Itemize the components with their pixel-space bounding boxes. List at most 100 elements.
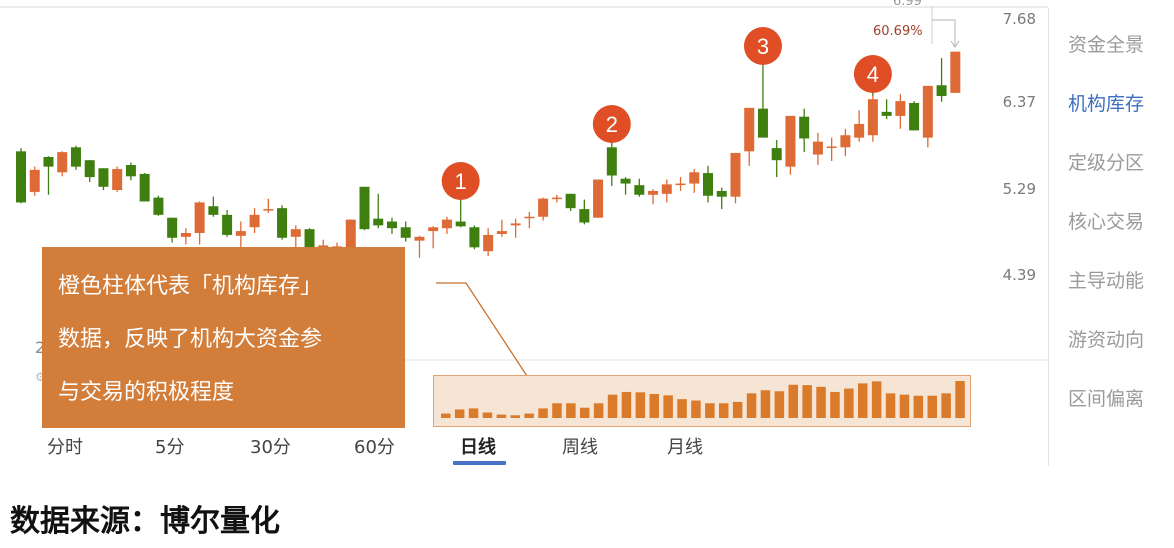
sidebar-item-dominant-momentum[interactable]: 主导动能 (1068, 270, 1145, 292)
candle-body (235, 231, 246, 236)
candle-body (29, 169, 40, 192)
candle-body (593, 179, 604, 218)
explanation-tooltip: 橙色柱体代表「机构库存」 数据，反映了机构大资金参 与交易的积极程度 (42, 247, 405, 428)
candle-body (194, 202, 205, 233)
candle-body (551, 197, 562, 200)
sidebar-item-range-deviation[interactable]: 区间偏离 (1068, 388, 1145, 410)
candle (16, 148, 26, 204)
inventory-bar (732, 401, 743, 418)
candle (785, 115, 796, 175)
annotation-arrow (931, 6, 960, 48)
candle (359, 186, 370, 231)
candle-body (606, 147, 617, 176)
tab-30min[interactable]: 30分 (250, 437, 291, 458)
data-source: 数据来源：博尔量化 (10, 504, 280, 539)
tab-daily[interactable]: 日线 (460, 437, 496, 458)
inventory-bar (913, 395, 924, 418)
inventory-bar (649, 394, 659, 418)
inventory-bar (635, 392, 646, 418)
candle (400, 221, 411, 242)
event-marker: 3 (743, 27, 782, 67)
candle (112, 166, 123, 192)
candle (703, 165, 713, 203)
candle (909, 101, 920, 131)
inventory-bar (538, 408, 548, 418)
inventory-bar (885, 393, 896, 418)
candle (29, 166, 40, 196)
candle-body (263, 209, 274, 211)
candle (222, 210, 233, 237)
candle (139, 173, 150, 202)
candle (194, 201, 205, 245)
candle (867, 96, 878, 142)
sidebar-item-hot-money[interactable]: 游资动向 (1068, 329, 1145, 351)
candle-body (936, 85, 947, 97)
event-marker: 4 (853, 55, 892, 97)
candle-body (180, 233, 191, 237)
candle-body (524, 216, 535, 219)
candle-body (483, 234, 494, 252)
tooltip-line: 橙色柱体代表「机构库存」 (58, 274, 323, 299)
candle-body (648, 190, 659, 195)
candle (386, 217, 397, 234)
inventory-bar (760, 390, 771, 418)
candle-body (43, 156, 54, 167)
sidebar-item-core-trading[interactable]: 核心交易 (1068, 211, 1145, 233)
sidebar-item-rating-zone[interactable]: 定级分区 (1068, 152, 1145, 174)
inventory-bar (941, 393, 951, 418)
candle-body (249, 214, 260, 228)
candle (606, 147, 617, 186)
candle-body (70, 147, 81, 167)
candle (98, 168, 109, 190)
settings-icon[interactable]: ⚙ (35, 370, 46, 384)
candle-body (16, 151, 26, 203)
candle (57, 151, 68, 177)
sidebar-item-fund-overview[interactable]: 资金全景 (1068, 34, 1145, 56)
candle (812, 132, 823, 166)
inventory-bar (871, 381, 882, 418)
candle (414, 235, 425, 258)
indicator-sidebar: 资金全景 机构库存 定级分区 核心交易 主导动能 游资动向 区间偏离 (1048, 8, 1174, 466)
inventory-bar (746, 393, 757, 418)
tab-60min[interactable]: 60分 (354, 437, 395, 458)
candle (428, 226, 439, 249)
candle (744, 107, 755, 166)
candle (881, 99, 892, 120)
candle (180, 228, 191, 245)
candle-body (441, 219, 452, 229)
candle-body (455, 221, 466, 227)
inventory-bar (677, 399, 687, 418)
inventory-bar (524, 413, 534, 418)
candle (84, 160, 95, 182)
inventory-bar (580, 407, 590, 418)
candle (167, 217, 178, 243)
candle-body (98, 168, 109, 187)
inventory-bar (593, 403, 604, 418)
candle-body (634, 185, 645, 195)
candle-body (469, 227, 480, 248)
candle-body (909, 103, 920, 131)
candle-body (414, 236, 425, 241)
tab-monthly[interactable]: 月线 (667, 437, 703, 458)
inventory-bar (927, 395, 937, 418)
marker-circle (592, 105, 631, 143)
inventory-bars (441, 381, 965, 418)
candle-body (373, 218, 384, 226)
candle-body (744, 107, 755, 152)
tab-intraday[interactable]: 分时 (47, 437, 83, 458)
marker-circle (743, 27, 782, 65)
sidebar-item-institution-inventory[interactable]: 机构库存 (1068, 93, 1145, 115)
candlestick-chart: 1 2 3 4 (0, 6, 1048, 361)
tab-weekly[interactable]: 周线 (562, 437, 598, 458)
inventory-bar (621, 391, 632, 418)
candle (826, 137, 837, 161)
candle-body (345, 219, 356, 249)
candle-body (222, 214, 233, 235)
inventory-bar (955, 381, 965, 418)
candle (263, 198, 274, 213)
tab-5min[interactable]: 5分 (155, 437, 185, 458)
candle (648, 189, 659, 205)
inventory-bar (719, 403, 729, 418)
candle (895, 94, 906, 129)
candle (551, 194, 562, 203)
